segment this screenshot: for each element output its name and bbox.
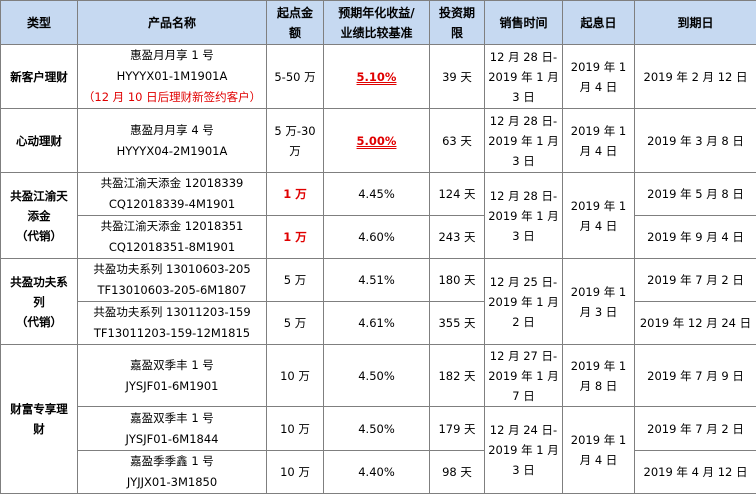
product-name-cell: 共盈江渝天添金 12018351 CQ12018351-8M1901: [78, 216, 267, 259]
end-date-cell: 2019 年 2 月 12 日: [635, 45, 756, 109]
term-cell: 63 天: [430, 109, 485, 173]
product-name-cell: 惠盈月月享 4 号 HYYYX04-2M1901A: [78, 109, 267, 173]
rate-cell: 4.51%: [324, 259, 430, 302]
min-amount-cell: 1 万: [267, 216, 324, 259]
table-row: 共盈江渝天添金 12018351 CQ12018351-8M1901 1 万 4…: [1, 216, 756, 259]
product-name-cell: 共盈功夫系列 13010603-205 TF13010603-205-6M180…: [78, 259, 267, 302]
header-name: 产品名称: [78, 1, 267, 45]
header-end-date: 到期日: [635, 1, 756, 45]
rate-cell: 4.45%: [324, 173, 430, 216]
header-min-amount: 起点金额: [267, 1, 324, 45]
product-name-cell: 嘉盈双季丰 1 号 JYSJF01-6M1901: [78, 345, 267, 407]
min-amount-cell: 10 万: [267, 345, 324, 407]
rate-cell: 4.40%: [324, 451, 430, 494]
end-date-cell: 2019 年 5 月 8 日: [635, 173, 756, 216]
min-amount-cell: 5-50 万: [267, 45, 324, 109]
rate-cell: 4.60%: [324, 216, 430, 259]
term-cell: 124 天: [430, 173, 485, 216]
term-cell: 243 天: [430, 216, 485, 259]
term-cell: 39 天: [430, 45, 485, 109]
rate-cell: 5.10%: [324, 45, 430, 109]
end-date-cell: 2019 年 12 月 24 日: [635, 302, 756, 345]
category-cell: 共盈江渝天添金（代销）: [1, 173, 78, 259]
end-date-cell: 2019 年 7 月 2 日: [635, 259, 756, 302]
term-cell: 179 天: [430, 407, 485, 451]
term-cell: 355 天: [430, 302, 485, 345]
eligibility-note: （12 月 10 日后理财新签约客户）: [78, 87, 266, 108]
table-row: 新客户理财 惠盈月月享 1 号 HYYYX01-1M1901A （12 月 10…: [1, 45, 756, 109]
table-row: 共盈功夫系列（代销） 共盈功夫系列 13010603-205 TF1301060…: [1, 259, 756, 302]
rate-cell: 4.50%: [324, 345, 430, 407]
term-cell: 180 天: [430, 259, 485, 302]
table-row: 共盈江渝天添金（代销） 共盈江渝天添金 12018339 CQ12018339-…: [1, 173, 756, 216]
end-date-cell: 2019 年 3 月 8 日: [635, 109, 756, 173]
category-cell: 共盈功夫系列（代销）: [1, 259, 78, 345]
header-rate: 预期年化收益/业绩比较基准: [324, 1, 430, 45]
category-cell: 财富专享理财: [1, 345, 78, 494]
table-row: 共盈功夫系列 13011203-159 TF13011203-159-12M18…: [1, 302, 756, 345]
header-sale-period: 销售时间: [485, 1, 563, 45]
header-row: 类型 产品名称 起点金额 预期年化收益/业绩比较基准 投资期限 销售时间 起息日…: [1, 1, 756, 45]
product-name-cell: 嘉盈季季鑫 1 号 JYJJX01-3M1850: [78, 451, 267, 494]
min-amount-cell: 10 万: [267, 451, 324, 494]
table-row: 嘉盈季季鑫 1 号 JYJJX01-3M1850 10 万 4.40% 98 天…: [1, 451, 756, 494]
product-name-cell: 共盈江渝天添金 12018339 CQ12018339-4M1901: [78, 173, 267, 216]
category-cell: 新客户理财: [1, 45, 78, 109]
end-date-cell: 2019 年 7 月 9 日: [635, 345, 756, 407]
end-date-cell: 2019 年 9 月 4 日: [635, 216, 756, 259]
product-name-cell: 共盈功夫系列 13011203-159 TF13011203-159-12M18…: [78, 302, 267, 345]
min-amount-cell: 5 万: [267, 302, 324, 345]
rate-cell: 4.61%: [324, 302, 430, 345]
min-amount-cell: 5 万: [267, 259, 324, 302]
header-term: 投资期限: [430, 1, 485, 45]
header-type: 类型: [1, 1, 78, 45]
rate-cell: 5.00%: [324, 109, 430, 173]
rate-cell: 4.50%: [324, 407, 430, 451]
product-name-cell: 惠盈月月享 1 号 HYYYX01-1M1901A （12 月 10 日后理财新…: [78, 45, 267, 109]
end-date-cell: 2019 年 7 月 2 日: [635, 407, 756, 451]
term-cell: 98 天: [430, 451, 485, 494]
end-date-cell: 2019 年 4 月 12 日: [635, 451, 756, 494]
min-amount-cell: 10 万: [267, 407, 324, 451]
term-cell: 182 天: [430, 345, 485, 407]
category-cell: 心动理财: [1, 109, 78, 173]
table-row: 财富专享理财 嘉盈双季丰 1 号 JYSJF01-6M1901 10 万 4.5…: [1, 345, 756, 407]
product-name-cell: 嘉盈双季丰 1 号 JYSJF01-6M1844: [78, 407, 267, 451]
header-start-date: 起息日: [563, 1, 635, 45]
min-amount-cell: 1 万: [267, 173, 324, 216]
table-row: 嘉盈双季丰 1 号 JYSJF01-6M1844 10 万 4.50% 179 …: [1, 407, 756, 451]
